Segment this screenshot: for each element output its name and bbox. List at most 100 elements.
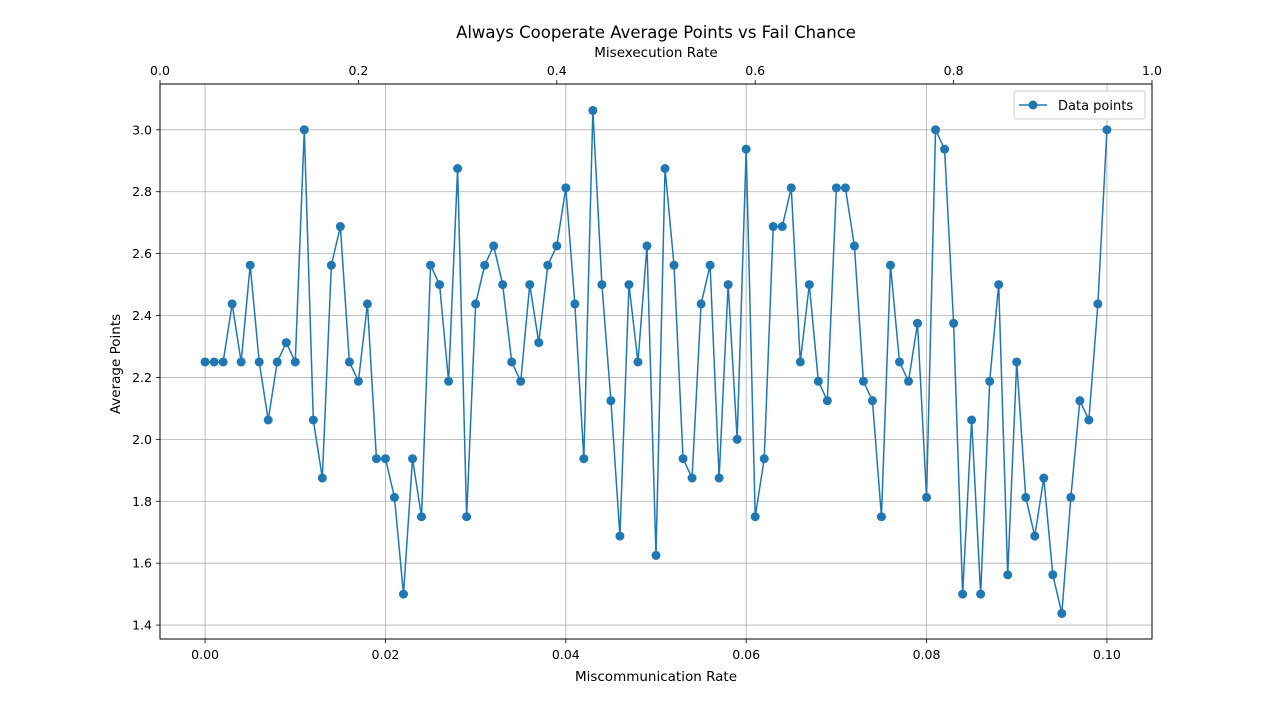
data-point	[606, 396, 616, 406]
data-point	[543, 260, 553, 270]
data-point	[290, 357, 300, 367]
data-point	[615, 531, 625, 541]
data-point	[1102, 125, 1112, 135]
data-point	[362, 299, 372, 309]
data-point	[976, 589, 986, 599]
data-point	[849, 241, 859, 251]
data-point	[236, 357, 246, 367]
data-point	[254, 357, 264, 367]
data-point	[660, 164, 670, 174]
data-point	[525, 280, 535, 290]
data-point	[714, 473, 724, 483]
data-point	[994, 280, 1004, 290]
data-point	[480, 260, 490, 270]
x-tick-label: 0.00	[191, 647, 219, 662]
data-point	[696, 299, 706, 309]
data-point	[741, 144, 751, 154]
data-point	[335, 222, 345, 232]
data-point	[904, 376, 914, 386]
data-point	[588, 105, 598, 115]
y-tick-label: 3.0	[132, 122, 152, 137]
data-point	[389, 492, 399, 502]
data-point	[894, 357, 904, 367]
data-point	[813, 376, 823, 386]
data-point	[687, 473, 697, 483]
data-point	[669, 260, 679, 270]
data-point	[1084, 415, 1094, 425]
data-point	[723, 280, 733, 290]
legend-label: Data points	[1058, 99, 1133, 114]
data-point	[209, 357, 219, 367]
data-point	[876, 512, 886, 522]
data-point	[272, 357, 282, 367]
x-tick-label: 0.02	[372, 647, 400, 662]
y-tick-label: 2.2	[132, 370, 152, 385]
data-point	[1075, 396, 1085, 406]
data-point	[398, 589, 408, 599]
data-point	[768, 222, 778, 232]
data-point	[1057, 608, 1067, 618]
data-point	[967, 415, 977, 425]
data-point	[200, 357, 210, 367]
data-point	[840, 183, 850, 193]
series-layer	[200, 105, 1112, 618]
data-point	[1030, 531, 1040, 541]
data-point	[940, 144, 950, 154]
y-tick-label: 1.6	[132, 556, 152, 571]
data-point	[426, 260, 436, 270]
data-point	[534, 338, 544, 348]
data-point	[579, 454, 589, 464]
top-x-tick-label: 0.8	[944, 63, 964, 78]
chart-title: Always Cooperate Average Points vs Fail …	[456, 23, 856, 42]
data-point	[317, 473, 327, 483]
top-x-tick-label: 0.6	[745, 63, 765, 78]
data-point	[552, 241, 562, 251]
data-point	[435, 280, 445, 290]
y-axis-label: Average Points	[108, 314, 124, 414]
data-point	[885, 260, 895, 270]
top-x-tick-label: 1.0	[1142, 63, 1162, 78]
data-point	[777, 222, 787, 232]
data-point	[326, 260, 336, 270]
data-point	[867, 396, 877, 406]
data-point	[299, 125, 309, 135]
data-point	[786, 183, 796, 193]
x-axis-label: Miscommunication Rate	[575, 669, 737, 685]
data-point	[822, 396, 832, 406]
data-point	[444, 376, 454, 386]
data-point	[597, 280, 607, 290]
data-point	[858, 376, 868, 386]
data-point	[804, 280, 814, 290]
x-tick-label: 0.06	[732, 647, 760, 662]
plot-frame	[159, 83, 1153, 640]
data-point	[308, 415, 318, 425]
data-point	[462, 512, 472, 522]
data-point	[642, 241, 652, 251]
data-point	[371, 454, 381, 464]
data-point	[245, 260, 255, 270]
x-tick-label: 0.04	[552, 647, 580, 662]
x-tick-label: 0.08	[913, 647, 941, 662]
y-tick-label: 2.4	[132, 308, 152, 323]
data-point	[958, 589, 968, 599]
data-point	[263, 415, 273, 425]
legend-box	[1013, 90, 1146, 120]
data-point	[1048, 570, 1058, 580]
data-point	[344, 357, 354, 367]
data-point	[795, 357, 805, 367]
data-point	[561, 183, 571, 193]
data-point	[380, 454, 390, 464]
data-point	[1021, 492, 1031, 502]
y-tick-label: 1.4	[132, 618, 152, 633]
legend: Data points	[1013, 90, 1146, 120]
data-point	[417, 512, 427, 522]
data-point	[651, 550, 661, 560]
data-point	[227, 299, 237, 309]
y-tick-label: 2.8	[132, 184, 152, 199]
data-point	[353, 376, 363, 386]
data-point	[281, 338, 291, 348]
data-point	[570, 299, 580, 309]
data-point	[218, 357, 228, 367]
data-point	[498, 280, 508, 290]
